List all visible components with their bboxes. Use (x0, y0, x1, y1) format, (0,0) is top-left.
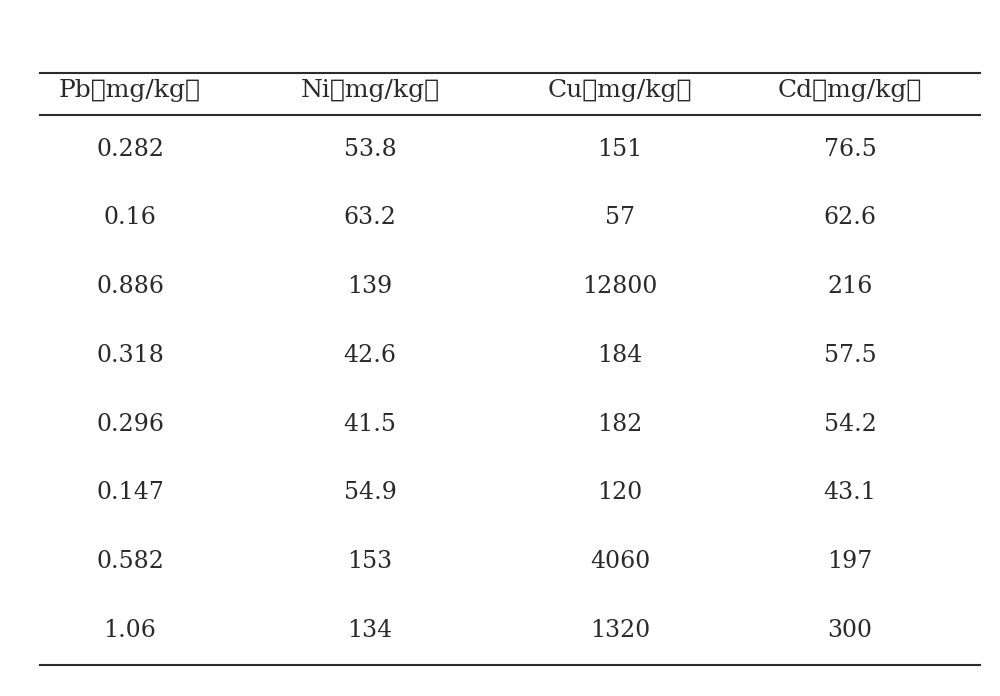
Text: 53.8: 53.8 (344, 138, 396, 161)
Text: 300: 300 (828, 619, 872, 642)
Text: 54.2: 54.2 (824, 413, 876, 436)
Text: 197: 197 (827, 550, 873, 573)
Text: 62.6: 62.6 (824, 207, 876, 230)
Text: 41.5: 41.5 (344, 413, 396, 436)
Text: 182: 182 (597, 413, 643, 436)
Text: 0.886: 0.886 (96, 275, 164, 298)
Text: 151: 151 (597, 138, 643, 161)
Text: 0.147: 0.147 (96, 482, 164, 505)
Text: 216: 216 (827, 275, 873, 298)
Text: Cu（mg/kg）: Cu（mg/kg） (548, 79, 692, 102)
Text: 1320: 1320 (590, 619, 650, 642)
Text: 42.6: 42.6 (344, 344, 396, 367)
Text: 12800: 12800 (582, 275, 658, 298)
Text: 57.5: 57.5 (824, 344, 876, 367)
Text: 0.318: 0.318 (96, 344, 164, 367)
Text: 0.296: 0.296 (96, 413, 164, 436)
Text: 0.282: 0.282 (96, 138, 164, 161)
Text: Ni（mg/kg）: Ni（mg/kg） (300, 79, 440, 102)
Text: 153: 153 (347, 550, 393, 573)
Text: 139: 139 (347, 275, 393, 298)
Text: Cd（mg/kg）: Cd（mg/kg） (778, 79, 922, 102)
Text: 134: 134 (347, 619, 393, 642)
Text: 1.06: 1.06 (104, 619, 156, 642)
Text: 184: 184 (597, 344, 643, 367)
Text: 43.1: 43.1 (824, 482, 876, 505)
Text: 0.16: 0.16 (104, 207, 156, 230)
Text: 63.2: 63.2 (344, 207, 396, 230)
Text: 0.582: 0.582 (96, 550, 164, 573)
Text: 54.9: 54.9 (344, 482, 396, 505)
Text: Pb（mg/kg）: Pb（mg/kg） (59, 79, 201, 102)
Text: 57: 57 (605, 207, 635, 230)
Text: 120: 120 (597, 482, 643, 505)
Text: 4060: 4060 (590, 550, 650, 573)
Text: 76.5: 76.5 (824, 138, 876, 161)
